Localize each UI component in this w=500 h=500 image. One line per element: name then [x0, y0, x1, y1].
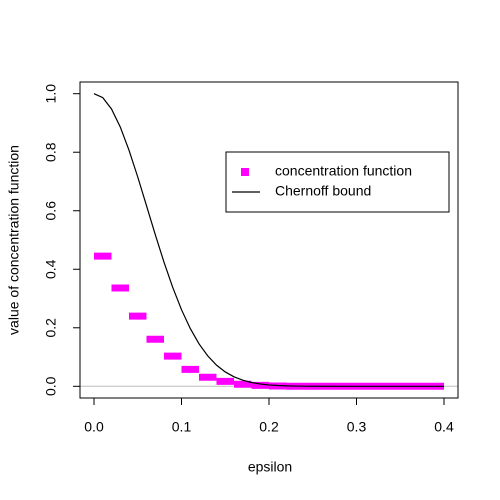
x-tick-label: 0.4: [434, 419, 454, 435]
x-tick-label: 0.2: [259, 419, 279, 435]
x-tick-label: 0.1: [172, 419, 192, 435]
y-axis-label: value of concentration function: [6, 145, 22, 335]
legend-marker: [241, 168, 249, 176]
line-series: [93, 93, 444, 387]
y-tick-label: 0.6: [43, 201, 59, 221]
legend-label: concentration function: [275, 163, 412, 179]
y-tick-label: 0.2: [43, 318, 59, 338]
y-tick-label: 1.0: [43, 84, 59, 104]
y-tick-label: 0.8: [43, 142, 59, 162]
legend-box: [225, 151, 450, 213]
y-tick-label: 0.0: [43, 376, 59, 396]
x-tick-label: 0.3: [347, 419, 367, 435]
x-tick-label: 0.0: [84, 419, 104, 435]
x-axis-label: epsilon: [248, 459, 292, 475]
legend-label: Chernoff bound: [275, 183, 371, 199]
y-tick-label: 0.4: [43, 259, 59, 279]
